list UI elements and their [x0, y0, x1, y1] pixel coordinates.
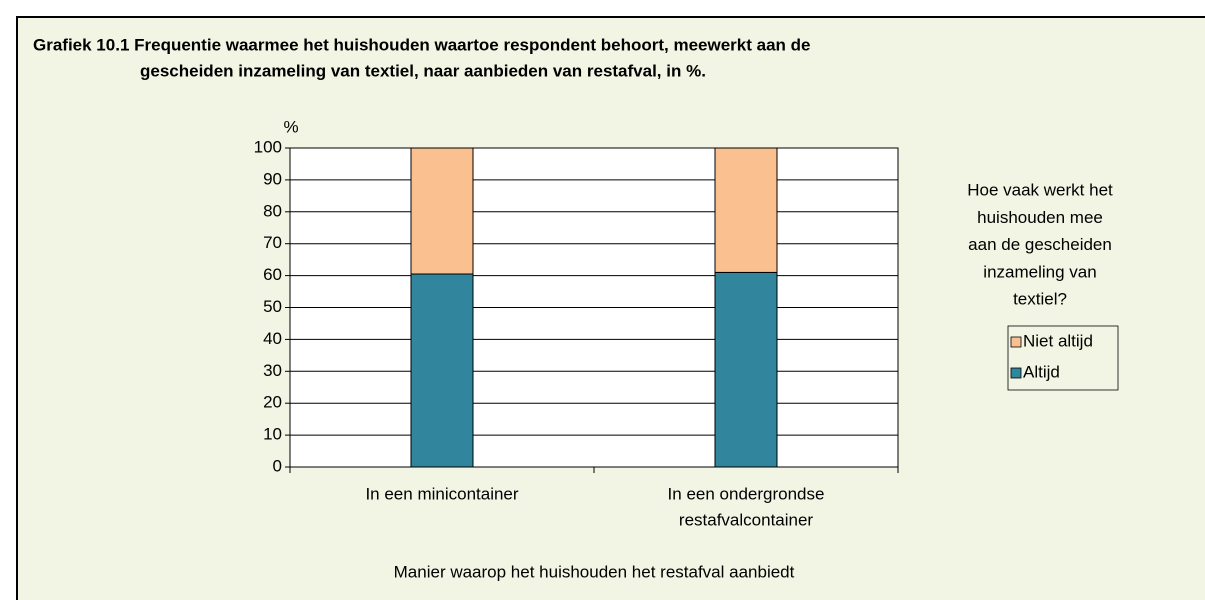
y-tick-label: 70 [263, 233, 282, 252]
legend-title: inzameling van [983, 262, 1096, 281]
legend-title: textiel? [1013, 290, 1067, 309]
legend-label: Altijd [1023, 362, 1060, 381]
bar-segment [714, 271, 778, 468]
legend-title: Hoe vaak werkt het [967, 180, 1113, 199]
chart-title: Grafiek 10.1 Frequentie waarmee het huis… [33, 35, 811, 54]
x-tick-label: In een ondergrondse [668, 484, 825, 503]
legend-box [1007, 325, 1119, 391]
y-tick-label: 100 [254, 137, 282, 156]
bar-segment [714, 147, 778, 273]
legend-swatch [1010, 336, 1022, 348]
y-tick-label: 40 [263, 329, 282, 348]
x-tick-label: restafvalcontainer [679, 510, 814, 529]
y-tick-label: 60 [263, 265, 282, 284]
y-tick-label: 10 [263, 425, 282, 444]
legend-title: huishouden mee [977, 208, 1103, 227]
x-axis-label: Manier waarop het huishouden het restafv… [394, 562, 795, 581]
x-tick-label: In een minicontainer [365, 484, 518, 503]
bar-segment [410, 273, 474, 468]
y-axis-label: % [283, 117, 298, 136]
y-tick-label: 0 [273, 456, 282, 475]
bar-segment [410, 147, 474, 275]
y-tick-label: 80 [263, 201, 282, 220]
legend-label: Niet altijd [1023, 331, 1093, 350]
legend-title: aan de gescheiden [968, 235, 1112, 254]
y-tick-label: 30 [263, 361, 282, 380]
y-tick-label: 20 [263, 393, 282, 412]
y-tick-label: 90 [263, 169, 282, 188]
chart-title: gescheiden inzameling van textiel, naar … [140, 61, 706, 80]
legend-swatch [1010, 367, 1022, 379]
y-tick-label: 50 [263, 297, 282, 316]
